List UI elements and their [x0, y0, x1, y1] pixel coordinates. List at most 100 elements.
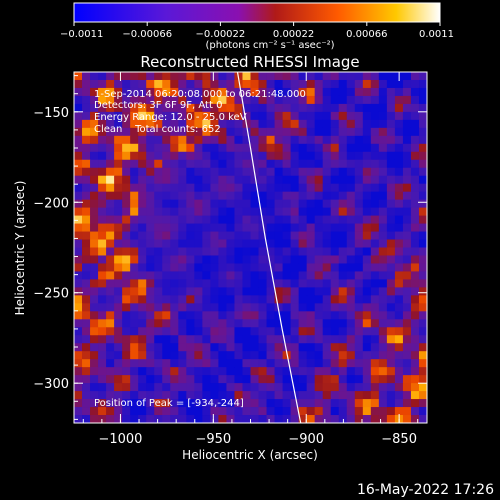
heatmap-cell [178, 143, 187, 153]
heatmap-cell [226, 327, 235, 336]
heatmap-cell [338, 367, 348, 376]
heatmap-cell [282, 295, 292, 304]
heatmap-cell [306, 215, 316, 224]
heatmap-cell [418, 255, 427, 264]
heatmap-cell [186, 95, 195, 105]
heatmap-cell [90, 151, 99, 161]
heatmap-cell [370, 279, 380, 288]
heatmap-cell [194, 183, 203, 193]
heatmap-cell [170, 231, 179, 240]
heatmap-cell [98, 199, 107, 209]
heatmap-cell [210, 167, 219, 177]
heatmap-cell [178, 175, 187, 185]
heatmap-cell [362, 199, 372, 209]
heatmap-cell [394, 255, 404, 264]
heatmap-cell [74, 103, 83, 113]
heatmap-cell [186, 239, 195, 248]
heatmap-cell [386, 399, 396, 408]
heatmap-cell [290, 311, 300, 320]
heatmap-cell [138, 79, 147, 89]
heatmap-cell [354, 343, 364, 352]
heatmap-cell [202, 175, 211, 185]
heatmap-cell [258, 183, 267, 193]
heatmap-cell [290, 375, 300, 384]
heatmap-cell [410, 239, 420, 248]
heatmap-cell [138, 375, 147, 384]
heatmap-cell [74, 167, 83, 177]
heatmap-cell [290, 175, 300, 185]
heatmap-cell [282, 119, 292, 129]
heatmap-cell [258, 191, 267, 201]
heatmap-cell [282, 159, 292, 169]
heatmap-cell [258, 415, 267, 423]
heatmap-cell [218, 151, 227, 161]
heatmap-cell [114, 391, 123, 400]
heatmap-cell [298, 127, 308, 137]
heatmap-cell [226, 367, 235, 376]
heatmap-cell [146, 87, 155, 97]
heatmap-cell [322, 311, 332, 320]
heatmap-cell [122, 367, 131, 376]
heatmap-cell [402, 231, 412, 240]
heatmap-cell [130, 167, 139, 177]
heatmap-cell [138, 359, 147, 368]
heatmap-cell [330, 199, 340, 209]
heatmap-cell [146, 391, 155, 400]
heatmap-cell [178, 135, 187, 145]
heatmap-cell [242, 319, 251, 328]
heatmap-cell [202, 167, 211, 177]
heatmap-cell [330, 191, 340, 201]
heatmap-cell [122, 72, 131, 81]
heatmap-cell [106, 143, 115, 153]
heatmap-cell [210, 207, 219, 216]
heatmap-cell [250, 175, 259, 185]
heatmap-cell [266, 231, 275, 240]
heatmap-cell [402, 287, 412, 296]
heatmap-cell [234, 143, 243, 153]
heatmap-cell [90, 407, 99, 416]
heatmap-cell [202, 271, 211, 280]
heatmap-cell [298, 207, 308, 216]
heatmap-cell [210, 183, 219, 193]
heatmap-cell [298, 303, 308, 312]
heatmap-cell [362, 343, 372, 352]
heatmap-cell [330, 223, 340, 232]
heatmap-cell [226, 343, 235, 352]
heatmap-cell [154, 95, 163, 105]
heatmap-cell [98, 151, 107, 161]
heatmap-cell [314, 191, 324, 201]
heatmap-cell [114, 127, 123, 137]
heatmap-cell [338, 399, 348, 408]
heatmap-cell [410, 127, 420, 137]
heatmap-cell [186, 279, 195, 288]
heatmap-cell [346, 103, 356, 113]
heatmap-cell [242, 191, 251, 201]
heatmap-cell [338, 135, 348, 145]
heatmap-cell [378, 151, 388, 161]
heatmap-cell [378, 367, 388, 376]
heatmap-cell [322, 351, 332, 360]
heatmap-cell [386, 95, 396, 105]
heatmap-cell [82, 72, 91, 81]
heatmap-cell [402, 95, 412, 105]
heatmap-cell [282, 135, 292, 145]
heatmap-cell [194, 351, 203, 360]
heatmap-cell [218, 127, 227, 137]
heatmap-cell [362, 143, 372, 153]
heatmap-cell [130, 263, 139, 272]
heatmap-cell [378, 383, 388, 392]
heatmap-cell [330, 295, 340, 304]
heatmap-cell [346, 223, 356, 232]
heatmap-cell [82, 231, 91, 240]
heatmap-cell [226, 279, 235, 288]
y-tick-label: −200 [33, 196, 69, 211]
heatmap-cell [154, 303, 163, 312]
heatmap-cell [146, 327, 155, 336]
heatmap-cell [170, 199, 179, 209]
heatmap-cell [218, 72, 227, 81]
heatmap-cell [266, 215, 275, 224]
heatmap-cell [338, 263, 348, 272]
heatmap-cell [74, 135, 83, 145]
heatmap-cell [122, 359, 131, 368]
heatmap-cell [378, 175, 388, 185]
